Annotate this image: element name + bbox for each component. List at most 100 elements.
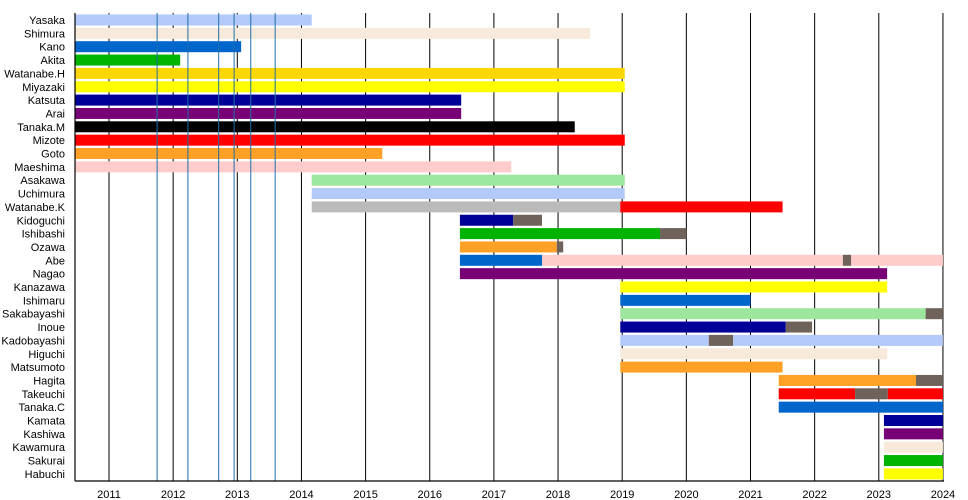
- bar-kamata-navy: [883, 415, 943, 426]
- row-label: Sakurai: [28, 456, 65, 468]
- x-tick-label: 2024: [931, 489, 955, 500]
- bar-kadobayashi-hiatus: [708, 334, 734, 346]
- bar-hagita-orange: [778, 374, 917, 386]
- row-label: Goto: [41, 149, 65, 161]
- bar-ozawa-hiatus: [556, 241, 564, 253]
- bar-tanaka-c-blue: [778, 401, 943, 413]
- row-label: Maeshima: [14, 162, 66, 174]
- x-tick-label: 2021: [738, 489, 762, 500]
- bar-higuchi-linen: [620, 348, 888, 360]
- row-label: Higuchi: [28, 349, 65, 361]
- row-label: Kidoguchi: [17, 215, 65, 227]
- x-tick-label: 2017: [482, 489, 506, 500]
- bar-arai-purple: [75, 107, 462, 119]
- x-tick-label: 2023: [867, 489, 891, 500]
- row-label: Sakabayashi: [2, 309, 65, 321]
- row-label: Nagao: [33, 269, 65, 281]
- bar-mizote-red: [75, 134, 625, 146]
- row-label: Abe: [45, 255, 65, 267]
- row-label: Akita: [41, 55, 66, 67]
- row-label: Hagita: [33, 375, 66, 387]
- row-label: Ishibashi: [22, 229, 65, 241]
- bar-hagita-hiatus: [916, 374, 943, 386]
- bar-tanaka-m-black: [75, 121, 575, 133]
- bar-kano-blue: [75, 41, 242, 53]
- bar-ishibashi-hiatus: [660, 228, 687, 240]
- bar-ishibashi-green: [459, 228, 661, 240]
- bar-sakabayashi-lightgreen: [620, 308, 926, 320]
- row-label: Ishimaru: [23, 295, 65, 307]
- bar-kidoguchi-hiatus: [513, 214, 543, 226]
- x-tick-label: 2011: [97, 489, 121, 500]
- bar-nagao-purple: [459, 268, 888, 280]
- x-tick-label: 2022: [802, 489, 826, 500]
- bar-habuchi-yellow: [883, 468, 943, 480]
- bar-goto-orange: [75, 148, 383, 159]
- row-label: Kanazawa: [14, 282, 66, 294]
- bar-watanabe-k-red: [620, 201, 783, 213]
- event-lines: [156, 13, 276, 481]
- row-label: Watanabe.K: [5, 202, 66, 214]
- row-label: Shimura: [24, 28, 66, 40]
- bar-ozawa-orange: [459, 241, 557, 253]
- bar-asakawa-lightgreen: [311, 174, 625, 186]
- row-label: Inoue: [37, 322, 65, 334]
- row-label: Asakawa: [20, 175, 66, 187]
- row-label: Arai: [45, 108, 65, 120]
- bar-kawamura-linen: [883, 441, 943, 453]
- bar-takeuchi-hiatus: [855, 388, 888, 400]
- bar-akita-green: [75, 54, 181, 66]
- bar-sakurai-green: [883, 455, 943, 467]
- row-label: Kano: [39, 42, 65, 54]
- bar-takeuchi-red: [887, 388, 943, 400]
- x-axis: 2011 2012 2013 2014 2015 2016 2017 2018 2019 2020…: [74, 13, 955, 500]
- row-label: Kawamura: [12, 442, 65, 454]
- bar-katsuta-navy: [75, 94, 462, 106]
- x-tick-label: 2016: [418, 489, 442, 500]
- x-tick-label: 2014: [289, 489, 313, 500]
- bar-shimura-linen: [75, 27, 591, 39]
- bar-watanabe-k-silver: [311, 201, 621, 213]
- bar-abe-pink: [542, 254, 843, 266]
- row-label: Kadobayashi: [1, 335, 65, 347]
- row-label: Ozawa: [31, 242, 66, 254]
- bar-ishimaru-blue: [620, 294, 751, 306]
- bar-maeshima-pink: [75, 161, 512, 173]
- bar-kanazawa-yellow: [620, 281, 888, 293]
- row-label: Uchimura: [18, 189, 66, 201]
- row-label: Miyazaki: [22, 82, 65, 94]
- bar-inoue-hiatus: [785, 321, 813, 333]
- bar-kidoguchi-navy: [459, 214, 514, 226]
- x-tick-label: 2018: [546, 489, 570, 500]
- bar-miyazaki-yellow: [75, 81, 625, 93]
- bar-kadobayashi-lightblue: [733, 334, 943, 346]
- bar-sakabayashi-hiatus: [925, 308, 943, 320]
- x-tick-label: 2013: [225, 489, 249, 500]
- bar-yasaka-lightblue: [75, 14, 312, 26]
- row-label: Kashiwa: [23, 429, 65, 441]
- row-label: Kamata: [27, 416, 66, 428]
- bars: [75, 14, 943, 480]
- bar-abe-hiatus: [842, 254, 852, 266]
- row-label: Yasaka: [29, 15, 66, 27]
- x-tick-label: 2015: [353, 489, 377, 500]
- bar-abe-blue: [459, 254, 543, 266]
- bar-watanabe-h-gold: [75, 67, 625, 79]
- bar-abe-pink: [851, 254, 943, 266]
- x-tick-label: 2012: [161, 489, 185, 500]
- row-label: Tanaka.M: [17, 122, 65, 134]
- row-label: Katsuta: [28, 95, 66, 107]
- x-tick-label: 2020: [674, 489, 698, 500]
- bar-uchimura-lightblue: [311, 188, 625, 200]
- bar-inoue-navy: [620, 321, 786, 333]
- row-label: Matsumoto: [11, 362, 65, 374]
- row-label: Watanabe.H: [4, 68, 65, 80]
- row-label: Mizote: [33, 135, 65, 147]
- bar-takeuchi-red: [778, 388, 856, 400]
- bar-matsumoto-orange: [620, 361, 783, 373]
- bar-kadobayashi-lightblue: [620, 334, 709, 346]
- x-tick-label: 2019: [610, 489, 634, 500]
- bar-kashiwa-purple: [883, 428, 943, 440]
